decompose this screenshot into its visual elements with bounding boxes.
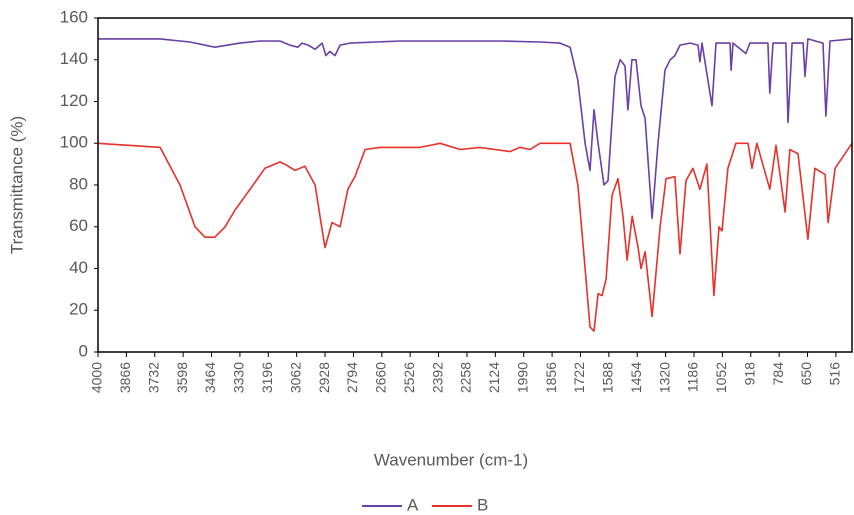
x-tick-label: 1320 [656, 362, 672, 393]
plot-frame [97, 17, 853, 353]
x-tick-label: 1186 [685, 362, 701, 392]
y-axis-title: Transmittance (%) [7, 116, 26, 254]
x-tick-label: 2258 [458, 362, 474, 393]
x-tick-label: 4000 [89, 362, 105, 393]
x-tick-label: 2660 [373, 362, 389, 393]
x-tick-label: 2124 [486, 362, 502, 393]
y-tick-label: 100 [60, 133, 88, 152]
x-tick-label: 1588 [600, 362, 616, 393]
x-tick-label: 1856 [543, 362, 559, 393]
y-tick-label: 60 [69, 216, 88, 235]
x-tick-label: 1052 [713, 362, 729, 393]
x-tick-label: 1990 [514, 362, 530, 393]
x-tick-label: 1454 [628, 362, 644, 393]
x-tick-label: 2526 [401, 362, 417, 393]
x-tick-label: 3732 [145, 362, 161, 393]
series-line [98, 38, 853, 220]
x-tick-label: 650 [798, 362, 814, 386]
x-tick-label: 3464 [202, 362, 218, 393]
x-tick-label: 2794 [344, 362, 360, 393]
series-line [97, 142, 853, 332]
legend-label: B [477, 495, 488, 514]
y-tick-label: 160 [60, 7, 88, 26]
y-tick-label: 120 [60, 91, 88, 110]
x-tick-label: 784 [770, 362, 786, 386]
x-tick-label: 3062 [287, 362, 303, 393]
y-tick-label: 20 [69, 300, 88, 319]
legend-label: A [407, 495, 419, 514]
x-tick-label: 2392 [429, 362, 445, 393]
x-tick-label: 1722 [571, 362, 587, 393]
x-tick-label: 3330 [231, 362, 247, 393]
x-axis-title: Wavenumber (cm-1) [374, 450, 528, 469]
x-tick-label: 516 [827, 362, 843, 386]
x-tick-label: 3598 [174, 362, 190, 393]
x-tick-label: 3196 [259, 362, 275, 393]
y-tick-label: 40 [69, 258, 88, 277]
x-tick-label: 918 [741, 362, 757, 386]
y-tick-label: 140 [60, 49, 88, 68]
x-tick-label: 2928 [316, 362, 332, 393]
y-tick-label: 80 [69, 174, 88, 193]
y-tick-label: 0 [79, 341, 88, 360]
x-tick-label: 3866 [117, 362, 133, 393]
